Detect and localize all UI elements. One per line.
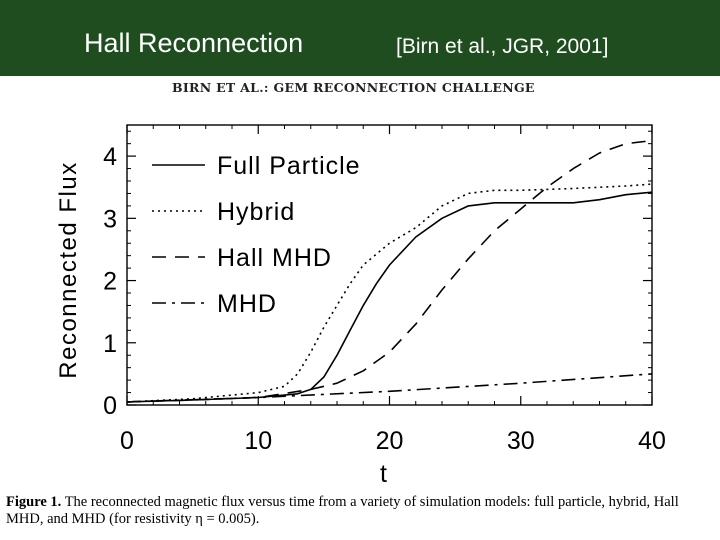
- x-tick-label: 0: [120, 427, 134, 455]
- caption-text: The reconnected magnetic flux versus tim…: [6, 494, 679, 527]
- series-line-full-particle: [126, 191, 653, 403]
- caption-label: Figure 1.: [6, 494, 62, 510]
- series-line-mhd: [126, 373, 653, 403]
- x-tick-label: 30: [507, 427, 535, 455]
- y-tick-label: 3: [103, 205, 117, 233]
- legend-label-hall-mhd: Hall MHD: [217, 244, 332, 272]
- series-line-hall-mhd: [126, 139, 653, 403]
- flux-chart: 0 10 20 30 40 0 1 2 3 4 t Reconnected Flux Full Part…: [55, 124, 666, 488]
- y-tick-label: 4: [103, 143, 117, 171]
- y-tick-label: 2: [103, 268, 117, 296]
- series-line-hybrid: [126, 183, 653, 403]
- citation: [Birn et al., JGR, 2001]: [396, 35, 609, 58]
- x-tick-label: 40: [638, 427, 666, 455]
- x-tick-label: 10: [244, 427, 272, 455]
- slide-title: Hall Reconnection: [84, 28, 304, 58]
- figure-caption: Figure 1. The reconnected magnetic flux …: [6, 494, 718, 528]
- y-axis-label: Reconnected Flux: [55, 161, 82, 378]
- legend-label-full-particle: Full Particle: [217, 152, 361, 180]
- legend-label-hybrid: Hybrid: [217, 198, 295, 226]
- x-axis-label: t: [380, 460, 387, 488]
- y-tick-label: 0: [103, 392, 117, 420]
- slide-header: [0, 0, 720, 76]
- y-tick-label: 1: [103, 330, 117, 358]
- paper-running-head: BIRN ET AL.: GEM RECONNECTION CHALLENGE: [172, 80, 535, 95]
- legend-label-mhd: MHD: [217, 290, 277, 318]
- x-tick-label: 20: [376, 427, 404, 455]
